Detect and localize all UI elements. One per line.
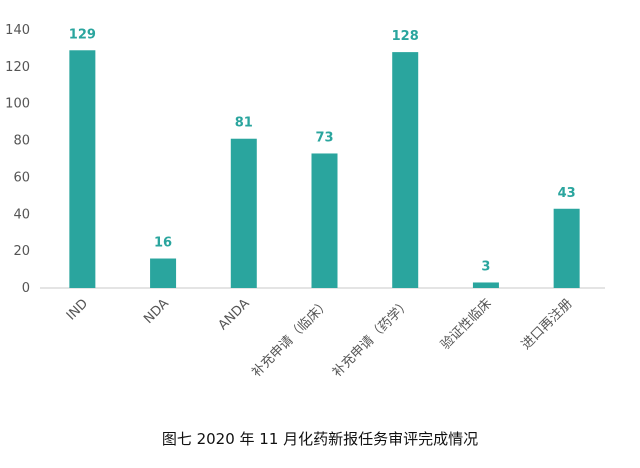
bar xyxy=(69,50,96,289)
bar xyxy=(150,258,177,288)
data-label: 43 xyxy=(558,186,576,201)
x-tick-label: IND xyxy=(64,296,91,323)
bar xyxy=(311,153,338,288)
y-tick-label: 0 xyxy=(22,281,30,296)
data-label: 129 xyxy=(69,27,96,42)
data-label: 73 xyxy=(315,130,333,145)
y-axis: 0 20 40 60 80 100 120 140 xyxy=(5,23,30,296)
bar xyxy=(472,282,499,288)
x-tick-label: 补充申请（临床） xyxy=(248,296,333,381)
x-tick-label: 进口再注册 xyxy=(519,296,576,353)
figure-caption: 图七 2020 年 11 月化药新报任务审评完成情况 xyxy=(161,430,479,448)
x-tick-label: ANDA xyxy=(216,296,253,333)
bar xyxy=(230,138,257,288)
x-tick-label: 验证性临床 xyxy=(437,296,494,353)
x-tick-label: 补充申请（药学） xyxy=(329,296,414,381)
bar xyxy=(553,208,580,288)
data-label: 16 xyxy=(154,236,172,251)
y-tick-label: 60 xyxy=(13,170,30,185)
bars xyxy=(69,50,580,289)
y-tick-label: 40 xyxy=(13,207,30,222)
y-tick-label: 80 xyxy=(13,134,30,149)
data-label: 3 xyxy=(481,259,490,274)
y-tick-label: 100 xyxy=(5,97,30,112)
y-tick-label: 120 xyxy=(5,60,30,75)
y-tick-label: 140 xyxy=(5,23,30,38)
data-label: 81 xyxy=(235,116,253,131)
y-tick-label: 20 xyxy=(13,244,30,259)
bar xyxy=(392,52,419,288)
x-tick-label: NDA xyxy=(141,296,172,327)
data-label: 128 xyxy=(392,29,419,44)
data-labels: 129 16 81 73 128 3 43 xyxy=(69,27,576,274)
